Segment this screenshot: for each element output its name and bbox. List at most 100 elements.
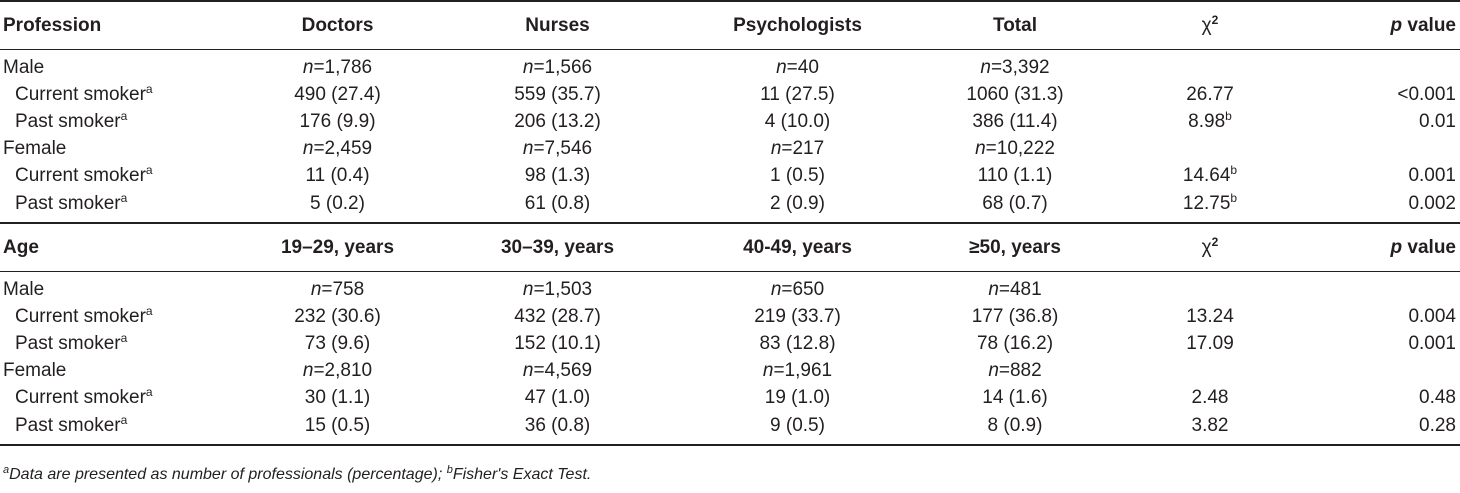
sample-size-cell: n=40 xyxy=(680,50,915,82)
footnote-marker-a: a xyxy=(3,464,10,476)
chi-square-value: 12.75 xyxy=(1182,193,1231,214)
p-value-cell: 0.001 xyxy=(1408,333,1456,354)
data-cell: 15 (0.5) xyxy=(240,411,435,446)
chi-square-cell: 3.82 xyxy=(1115,411,1305,446)
column-header-label: 30–39, years xyxy=(500,237,615,258)
sample-size-value: =1,566 xyxy=(533,57,593,78)
empty-cell xyxy=(1115,357,1305,384)
row-label: Past smokera xyxy=(0,189,240,224)
empty-cell xyxy=(1305,357,1460,384)
row-label-marker: a xyxy=(120,109,128,123)
chi-square-cell: 14.64b xyxy=(1115,162,1305,189)
column-header-label: 40-49, years xyxy=(743,237,852,258)
group-row: Female n=2,810 n=4,569 n=1,961 n=882 xyxy=(0,357,1460,384)
n-symbol: n xyxy=(302,360,314,381)
column-header: 19–29, years xyxy=(240,222,435,272)
sample-size-cell: n=217 xyxy=(680,135,915,162)
n-symbol: n xyxy=(522,360,534,381)
p-symbol: p xyxy=(1390,237,1403,258)
chi-square-cell: 8.98b xyxy=(1115,108,1305,135)
chi-square-marker: b xyxy=(1230,163,1238,177)
table-row: Current smokera 30 (1.1) 47 (1.0) 19 (1.0) 1… xyxy=(0,384,1460,411)
row-label-text: Past smoker xyxy=(15,415,121,436)
sample-size-value: =481 xyxy=(998,279,1042,300)
n-symbol: n xyxy=(762,360,774,381)
chi-square-exponent: 2 xyxy=(1211,235,1219,249)
column-header: Nurses xyxy=(435,0,680,50)
n-symbol: n xyxy=(522,138,534,159)
row-label-marker: a xyxy=(145,385,153,399)
row-label-marker: a xyxy=(120,191,128,205)
sample-size-value: =217 xyxy=(781,138,825,159)
data-cell: 386 (11.4) xyxy=(972,111,1058,132)
row-label-text: Current smoker xyxy=(15,387,146,408)
chi-square-value: 14.64 xyxy=(1182,165,1231,186)
sample-size-cell: n=1,786 xyxy=(240,50,435,82)
data-cell: 83 (12.8) xyxy=(759,333,836,354)
sample-size-value: =2,459 xyxy=(313,138,373,159)
table-row: Past smokera 5 (0.2) 61 (0.8) 2 (0.9) 68 (0.… xyxy=(0,189,1460,224)
data-cell: 110 (1.1) xyxy=(977,165,1053,186)
column-header: Profession xyxy=(0,0,240,50)
chi-square-cell: 26.77 xyxy=(1115,81,1305,108)
chi-square-value: 2.48 xyxy=(1191,387,1229,408)
chi-square-cell: 12.75b xyxy=(1115,189,1305,224)
sample-size-cell: n=1,961 xyxy=(680,357,915,384)
empty-cell xyxy=(1115,272,1305,304)
table-row: Current smokera 11 (0.4) 98 (1.3) 1 (0.5) 11… xyxy=(0,162,1460,189)
empty-cell xyxy=(1115,135,1305,162)
p-value-cell: 0.28 xyxy=(1305,411,1460,446)
footnote-marker-b: b xyxy=(446,464,453,476)
row-label-text: Current smoker xyxy=(15,165,146,186)
n-symbol: n xyxy=(770,279,782,300)
data-cell: 206 (13.2) xyxy=(514,111,601,132)
footnote-text-a: Data are presented as number of professi… xyxy=(9,466,447,483)
chi-square-symbol: χ xyxy=(1201,237,1212,258)
empty-cell xyxy=(1305,135,1460,162)
data-cell: 36 (0.8) xyxy=(435,411,680,446)
sample-size-cell: n=650 xyxy=(680,272,915,304)
row-label: Current smokera xyxy=(0,384,240,411)
sample-size-cell: n=2,810 xyxy=(240,357,435,384)
data-cell: 152 (10.1) xyxy=(514,333,601,354)
empty-cell xyxy=(1305,272,1460,304)
sample-size-value: =4,569 xyxy=(533,360,593,381)
sample-size-cell: n=10,222 xyxy=(915,135,1115,162)
chi-square-cell: 2.48 xyxy=(1115,384,1305,411)
data-cell: 219 (33.7) xyxy=(754,306,841,327)
row-label: Past smokera xyxy=(0,108,240,135)
sample-size-value: =882 xyxy=(998,360,1042,381)
chi-square-value: 26.77 xyxy=(1186,84,1234,105)
data-cell: 8 (0.9) xyxy=(915,411,1115,446)
column-header: Age xyxy=(0,222,240,272)
n-symbol: n xyxy=(988,279,999,300)
data-cell: 4 (10.0) xyxy=(764,111,831,132)
table-row: Past smokera 176 (9.9) 206 (13.2) 4 (10.0) 3… xyxy=(0,108,1460,135)
data-cell: 559 (35.7) xyxy=(514,84,601,105)
data-cell: 78 (16.2) xyxy=(976,333,1054,354)
smoking-table: Profession Doctors Nurses Psychologists Tota… xyxy=(0,0,1460,446)
group-label: Female xyxy=(3,138,67,159)
row-label-text: Past smoker xyxy=(15,193,121,214)
data-cell: 14 (1.6) xyxy=(982,387,1048,408)
row-label: Current smokera xyxy=(0,81,240,108)
chi-square-value: 8.98 xyxy=(1188,111,1226,132)
sample-size-value: =7,546 xyxy=(533,138,593,159)
column-header: χ2 xyxy=(1115,0,1305,50)
p-value-cell: 0.001 xyxy=(1408,165,1456,186)
sample-size-value: =40 xyxy=(786,57,819,78)
n-symbol: n xyxy=(302,138,314,159)
n-symbol: n xyxy=(522,57,534,78)
column-header: χ2 xyxy=(1115,222,1305,272)
group-row: Female n=2,459 n=7,546 n=217 n=10,222 xyxy=(0,135,1460,162)
row-label-text: Past smoker xyxy=(15,333,121,354)
p-symbol: p xyxy=(1390,15,1403,36)
p-value-cell: <0.001 xyxy=(1397,84,1456,105)
table-row: Current smokera 490 (27.4) 559 (35.7) 11 (2… xyxy=(0,81,1460,108)
p-value-cell: 0.002 xyxy=(1305,189,1460,224)
chi-square-symbol: χ xyxy=(1201,15,1212,36)
row-label: Current smokera xyxy=(0,303,240,330)
sample-size-cell: n=882 xyxy=(915,357,1115,384)
chi-square-exponent: 2 xyxy=(1211,13,1219,27)
